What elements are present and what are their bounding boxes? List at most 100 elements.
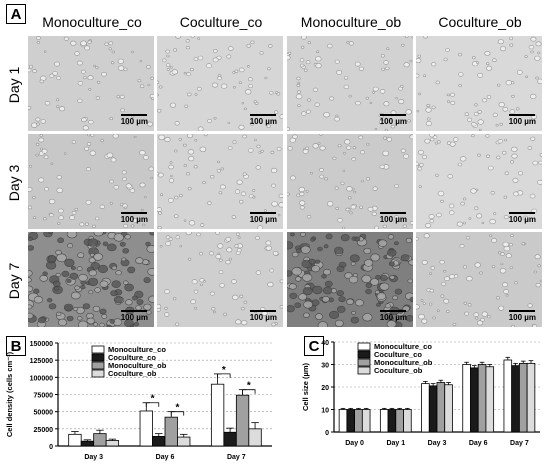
y-tick-label: 50000 [34,410,54,417]
bar [526,362,536,433]
scale-bar: 100 µm [250,310,277,322]
bar [93,433,107,447]
scale-bar-label: 100 µm [508,313,536,322]
bar [210,383,225,447]
bar [248,428,262,447]
bar [462,364,471,433]
row-label-day-3: Day 3 [6,164,22,202]
legend-swatch [91,361,105,370]
y-tick-label: 10 [321,408,329,415]
significance-marker: * [222,365,226,376]
significance-bracket [242,389,256,394]
bar [68,433,82,447]
cell-texture [287,232,413,327]
row-label-day-1: Day 1 [6,66,22,104]
y-tick-label: 20 [321,385,329,392]
significance-marker: * [176,403,180,414]
y-tick-label: 75000 [34,393,54,400]
cell-texture [416,233,542,327]
x-tick-label: Day 6 [156,454,175,461]
cell-texture [416,134,542,228]
scale-bar: 100 µm [380,212,407,224]
micrograph-day-1-coculture-co: 100 µm [157,36,283,131]
col-header-coculture-ob: Coculture_ob [438,14,522,30]
x-tick-label: Day 0 [345,440,364,447]
legend-label: Monoculture_co [374,342,432,351]
bar [477,364,487,433]
bar [428,385,438,433]
y-tick-label: 100000 [30,375,53,382]
scale-bar: 100 µm [380,310,407,322]
cell-texture [287,36,413,131]
scale-bar: 100 µm [250,114,277,126]
bar [403,409,412,433]
bar [421,383,430,433]
bar [223,431,237,447]
scale-bar-label: 100 µm [249,215,277,224]
legend-swatch [91,369,105,378]
significance-marker: * [247,381,251,392]
bar [164,416,178,447]
legend-swatch [357,366,371,375]
x-tick-label: Day 3 [84,454,103,461]
row-label-day-7: Day 7 [6,262,22,300]
legend-label: Coculture_co [374,350,422,359]
y-tick-label: 0 [49,444,53,451]
x-tick-label: Day 7 [510,440,529,447]
y-tick-label: 125000 [30,358,53,365]
micrograph-day-7-monoculture-co: 100 µm [28,232,154,327]
bar [177,436,191,447]
y-tick-label: 25000 [34,427,54,434]
micrograph-day-1-coculture-ob: 100 µm [416,36,542,131]
scale-bar-label: 100 µm [249,313,277,322]
y-axis-label: Cell size (µm) [301,362,310,411]
bar [338,409,348,433]
cell-texture [157,232,283,327]
scale-bar-label: 100 µm [379,313,407,322]
scale-bar-label: 100 µm [379,117,407,126]
scale-bar: 100 µm [250,212,277,224]
significance-bracket [217,373,231,378]
bar [361,409,371,433]
y-tick-label: 40 [321,340,329,347]
scale-bar-label: 100 µm [508,215,536,224]
micrograph-day-3-monoculture-co: 100 µm [28,134,154,229]
legend-label: Coculture_co [108,353,156,362]
bar [235,394,250,447]
scale-bar: 100 µm [509,114,536,126]
bar [511,365,520,433]
legend-swatch [357,358,371,367]
bar [379,409,389,433]
significance-marker: * [151,394,155,405]
micrograph-day-7-coculture-ob: 100 µm [416,232,542,327]
cell-density-chart: 0 25000 50000 75000 100000 125000 150000 Cell d… [5,341,272,461]
micrograph-day-3-coculture-co: 100 µm [157,134,283,229]
bar [518,362,528,433]
cell-texture [416,36,542,131]
bar [503,359,513,433]
cell-size-chart: 0 10 20 30 40 Cell size (µm) Day 0 Day 1 Day 3 Da… [301,340,540,447]
scale-bar: 100 µm [121,212,148,224]
scale-bar-label: 100 µm [249,117,277,126]
legend-label: Coculture_ob [374,366,423,375]
col-header-coculture-co: Coculture_co [179,14,263,30]
scale-bar-label: 100 µm [379,215,407,224]
scale-bar: 100 µm [380,114,407,126]
panel-c-label: C [304,336,324,356]
cell-texture [287,134,413,229]
bar [485,366,495,433]
cell-texture [28,36,154,131]
scale-bar: 100 µm [121,114,148,126]
cell-texture [28,134,154,229]
x-tick-label: Day 7 [227,454,246,461]
bar [354,409,363,433]
legend-label: Monoculture_co [108,345,166,354]
cell-texture [157,36,283,131]
legend-label: Monoculture_ob [374,358,433,367]
y-axis-label: Cell density (cells cm⁻²) [5,351,14,437]
scale-bar: 100 µm [121,310,148,322]
bar [105,440,120,447]
legend-swatch [91,345,105,354]
scale-bar-label: 100 µm [508,117,536,126]
legend-swatch [91,353,105,362]
